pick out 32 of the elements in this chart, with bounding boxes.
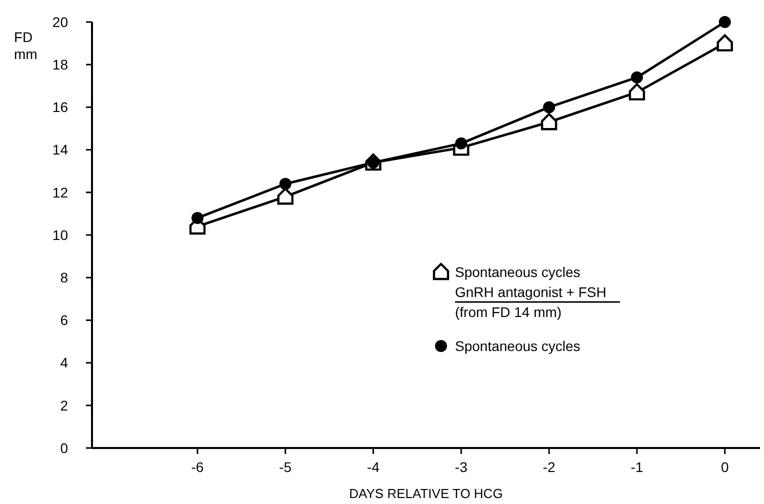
y-tick-label: 10 [52, 226, 68, 243]
y-tick-label: 12 [52, 184, 68, 200]
point [279, 178, 292, 190]
x-tick-label: -5 [279, 459, 292, 475]
x-tick-label: -2 [542, 459, 556, 475]
x-tick-label: -1 [630, 459, 644, 475]
y-tick-label: 16 [52, 99, 68, 116]
legend-label: Spontaneous cycles [455, 338, 580, 354]
y-tick-label: 20 [52, 14, 68, 30]
point [716, 34, 733, 52]
y-tick-label: 8 [60, 270, 68, 286]
point [630, 71, 643, 84]
y-tick-label: 14 [52, 142, 68, 158]
point [191, 212, 204, 224]
x-axis-title: DAYS RELATIVE TO HCG [349, 486, 503, 501]
y-axis-title: FD mm [14, 29, 38, 62]
y-tick-label: 18 [52, 56, 68, 72]
point [718, 16, 731, 28]
legend-label: Spontaneous cycles GnRH antagonist + FSH (from FD 14 mm) [455, 264, 606, 320]
point [277, 188, 294, 205]
y-tick-label: 6 [60, 312, 68, 328]
x-tick-label: -6 [191, 459, 204, 475]
x-tick-label: 0 [720, 459, 729, 475]
point [628, 83, 646, 100]
point [540, 113, 558, 130]
y-tick-label: 2 [60, 397, 68, 414]
y-tick-label: 0 [60, 440, 68, 456]
y-tick-label: 4 [60, 354, 68, 371]
point [455, 137, 468, 150]
x-tick-label: -4 [367, 459, 380, 475]
x-tick-label: -3 [454, 459, 468, 475]
point [543, 101, 556, 114]
